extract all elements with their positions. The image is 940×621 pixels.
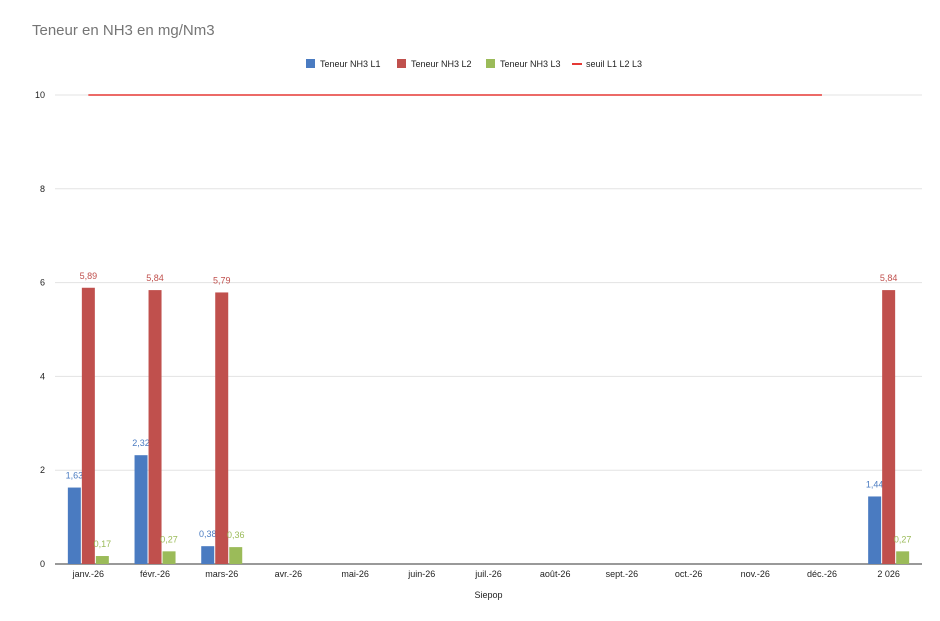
data-label: 5,79 bbox=[213, 275, 231, 285]
x-tick-label: févr.-26 bbox=[140, 569, 170, 579]
data-label: 0,27 bbox=[894, 534, 912, 544]
bar[interactable] bbox=[67, 487, 81, 564]
data-label: 5,84 bbox=[146, 273, 164, 283]
data-label: 0,38 bbox=[199, 529, 217, 539]
bar[interactable] bbox=[215, 292, 229, 564]
x-axis-title: Siepop bbox=[474, 590, 502, 600]
data-label: 0,27 bbox=[160, 534, 178, 544]
y-tick-label: 6 bbox=[40, 278, 45, 288]
x-tick-label: déc.-26 bbox=[807, 569, 837, 579]
x-tick-label: juil.-26 bbox=[474, 569, 502, 579]
x-tick-label: mai-26 bbox=[341, 569, 369, 579]
data-label: 5,89 bbox=[80, 271, 98, 281]
bar[interactable] bbox=[95, 556, 109, 564]
bar[interactable] bbox=[201, 546, 215, 564]
bar[interactable] bbox=[229, 547, 243, 564]
x-tick-label: mars-26 bbox=[205, 569, 238, 579]
y-tick-label: 0 bbox=[40, 559, 45, 569]
x-tick-label: nov.-26 bbox=[741, 569, 770, 579]
data-label: 0,36 bbox=[227, 530, 245, 540]
y-tick-label: 2 bbox=[40, 465, 45, 475]
bar[interactable] bbox=[134, 455, 148, 564]
legend-swatch bbox=[306, 59, 315, 68]
bar[interactable] bbox=[162, 551, 176, 564]
x-tick-label: avr.-26 bbox=[275, 569, 303, 579]
chart-title: Teneur en NH3 en mg/Nm3 bbox=[32, 22, 215, 39]
x-tick-label: janv.-26 bbox=[72, 569, 104, 579]
x-tick-label: oct.-26 bbox=[675, 569, 703, 579]
y-tick-label: 8 bbox=[40, 184, 45, 194]
data-label: 5,84 bbox=[880, 273, 898, 283]
x-tick-label: 2 026 bbox=[877, 569, 900, 579]
bar[interactable] bbox=[882, 290, 896, 564]
data-label: 1,63 bbox=[66, 471, 84, 481]
bar[interactable] bbox=[896, 551, 910, 564]
legend-label[interactable]: Teneur NH3 L3 bbox=[500, 59, 561, 69]
legend-label[interactable]: Teneur NH3 L2 bbox=[411, 59, 472, 69]
x-tick-label: juin-26 bbox=[407, 569, 435, 579]
data-label: 2,32 bbox=[132, 438, 150, 448]
data-label: 1,44 bbox=[866, 479, 884, 489]
bar[interactable] bbox=[81, 287, 95, 564]
legend-swatch bbox=[397, 59, 406, 68]
legend-swatch bbox=[486, 59, 495, 68]
x-tick-label: sept.-26 bbox=[606, 569, 639, 579]
y-tick-label: 4 bbox=[40, 371, 45, 381]
data-label: 0,17 bbox=[94, 539, 112, 549]
legend-label[interactable]: Teneur NH3 L1 bbox=[320, 59, 381, 69]
x-tick-label: août-26 bbox=[540, 569, 571, 579]
legend-label[interactable]: seuil L1 L2 L3 bbox=[586, 59, 642, 69]
bar[interactable] bbox=[868, 496, 882, 564]
bar[interactable] bbox=[148, 290, 162, 564]
y-tick-label: 10 bbox=[35, 90, 45, 100]
